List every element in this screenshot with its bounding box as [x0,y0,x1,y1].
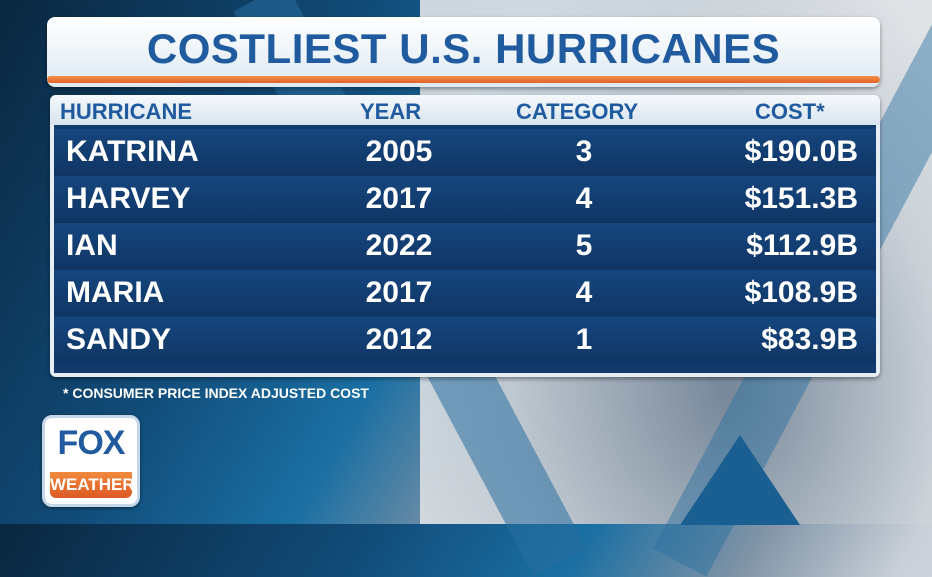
table-body: KATRINA 2005 3 $190.0B HARVEY 2017 4 $15… [54,125,876,373]
hurricane-cost: $108.9B [744,276,858,309]
logo-weather-text: WEATHER [50,472,135,498]
hurricane-name: IAN [66,229,118,262]
hurricane-year: 2017 [365,182,433,215]
hurricane-category: 4 [575,182,593,215]
background-triangle [680,435,800,525]
table-row: KATRINA 2005 3 $190.0B [54,129,876,178]
hurricane-year: 2005 [365,135,433,168]
hurricane-name: MARIA [66,276,165,309]
fox-weather-logo: FOX WEATHER [42,415,140,507]
logo-fox-text: FOX [57,424,126,462]
hurricane-cost: $190.0B [744,135,858,168]
hurricane-name: HARVEY [66,182,191,215]
hurricane-name: SANDY [66,323,172,356]
page-title: COSTLIEST U.S. HURRICANES [146,25,781,72]
table-row: MARIA 2017 4 $108.9B [54,270,876,319]
column-header-hurricane: HURRICANE [60,99,192,124]
footnote: * CONSUMER PRICE INDEX ADJUSTED COST [63,385,369,401]
table-header: HURRICANE YEAR CATEGORY COST* [50,95,880,125]
table-row: IAN 2022 5 $112.9B [54,223,876,272]
hurricane-cost: $151.3B [744,182,858,215]
table-row: HARVEY 2017 4 $151.3B [54,176,876,225]
hurricane-year: 2017 [365,276,433,309]
hurricane-cost: $112.9B [746,229,858,262]
hurricane-year: 2012 [365,323,433,356]
column-header-category: CATEGORY [516,99,639,124]
orange-accent-bar [47,76,880,83]
hurricane-cost: $83.9B [761,323,858,356]
hurricane-table: HURRICANE YEAR CATEGORY COST* KATRINA 20… [50,95,880,377]
title-banner: COSTLIEST U.S. HURRICANES [47,17,880,87]
hurricane-category: 4 [575,276,593,309]
table-row: SANDY 2012 1 $83.9B [54,317,876,364]
hurricane-category: 1 [575,323,593,356]
hurricane-year: 2022 [365,229,433,262]
hurricane-name: KATRINA [66,135,199,168]
hurricane-category: 3 [575,135,593,168]
column-header-year: YEAR [360,99,422,124]
hurricane-category: 5 [575,229,593,262]
column-header-cost: COST* [755,99,825,124]
